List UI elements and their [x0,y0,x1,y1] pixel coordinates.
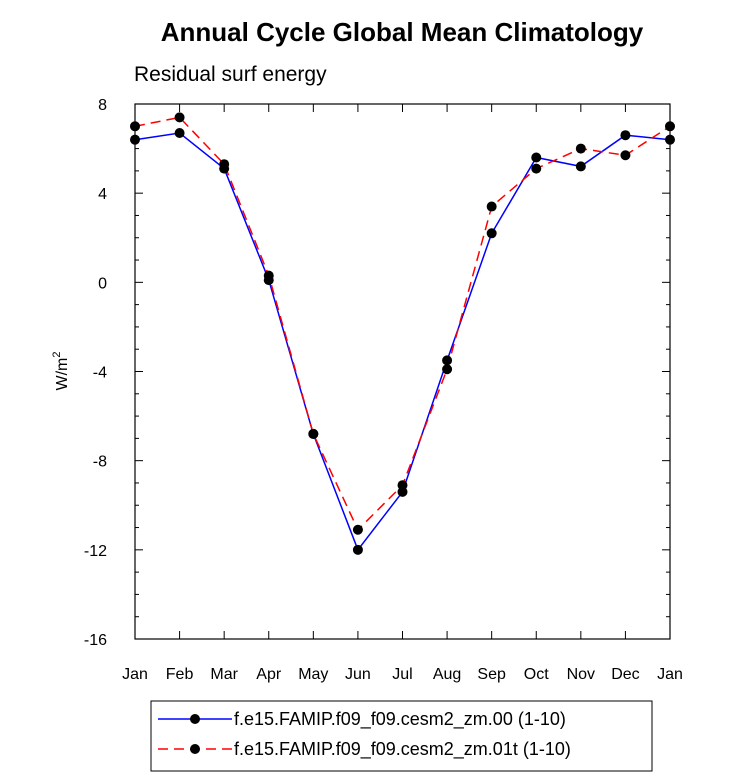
series-1-point [397,480,408,491]
x-tick-label: Sep [477,666,506,683]
legend-marker-series-0 [190,714,200,724]
y-tick-label: -4 [93,365,107,382]
series-0-point [665,134,675,145]
y-tick-labels: -16 -12 -8 -4 0 4 8 [84,97,107,649]
series-line-1 [134,116,671,532]
series-0-point [486,228,497,239]
series-1-point [575,143,586,154]
series-0-point [531,152,542,163]
plot-frame [134,103,671,640]
legend-label-series-0: f.e15.FAMIP.f09_f09.cesm2_zm.00 (1-10) [234,709,566,730]
series-1-point [442,364,453,375]
y-tick-label: -8 [93,454,107,471]
series-0-point [130,134,140,145]
y-axis-label: W/m2 [51,352,71,391]
series-0-point [352,544,363,555]
y-tick-label: -12 [84,543,107,560]
axis-ticks [134,103,671,640]
series-0-point [575,161,586,172]
chart-title: Annual Cycle Global Mean Climatology [161,17,644,47]
legend-marker-series-1 [190,744,200,754]
legend: f.e15.FAMIP.f09_f09.cesm2_zm.00 (1-10) f… [150,700,653,772]
x-tick-label: Nov [567,666,595,683]
x-tick-label: May [298,666,328,683]
x-tick-label: Oct [524,666,549,683]
x-tick-label: Feb [166,666,194,683]
series-1-point [352,524,363,535]
series-0-point [620,130,631,141]
x-tick-label: Jun [345,666,371,683]
x-tick-label: Jul [392,666,412,683]
legend-label-series-1: f.e15.FAMIP.f09_f09.cesm2_zm.01t (1-10) [234,739,571,760]
series-1-point [308,428,319,439]
y-tick-label: 8 [98,97,107,114]
x-tick-label: Mar [210,666,238,683]
x-tick-label: Jan [122,666,148,683]
y-tick-label: -16 [84,632,107,649]
series-1-point [486,201,497,212]
series-1-point [174,112,185,123]
series-1-point [620,150,631,161]
x-tick-label: Jan [657,666,683,683]
x-tick-label: Dec [611,666,639,683]
series-1-point [219,159,230,170]
y-tick-label: 0 [98,275,107,292]
chart-subtitle: Residual surf energy [134,63,327,86]
series-1-point [263,270,274,281]
series-1-point [130,121,140,132]
series-1-point [531,163,542,174]
y-axis-label-superscript: 2 [51,352,63,358]
series-1-point [665,121,675,132]
series-layer [130,112,675,555]
legend-box [150,700,653,772]
series-0-point [174,127,185,138]
x-tick-label: Aug [433,666,461,683]
series-0-point [442,355,453,366]
y-axis-label-text: W/m [54,358,71,391]
x-tick-label: Apr [256,666,282,683]
x-tick-labels: Jan Feb Mar Apr May Jun Jul Aug Sep Oct Nov Dec Jan [122,666,683,683]
y-tick-label: 4 [98,186,107,203]
